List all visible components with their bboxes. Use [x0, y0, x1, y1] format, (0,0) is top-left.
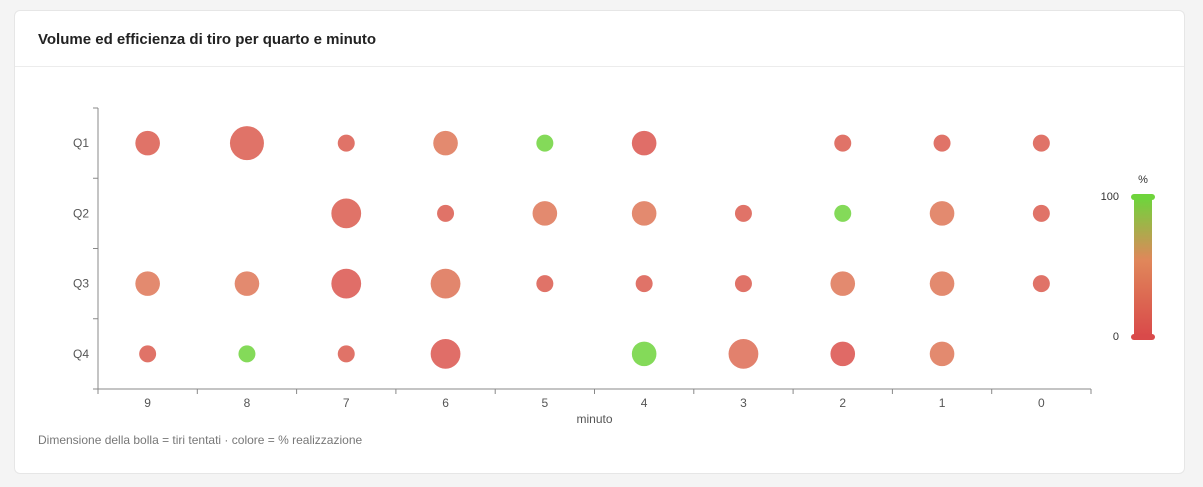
x-tick-label: 2: [839, 396, 846, 410]
bubble-q3-min-7[interactable]: [331, 268, 362, 299]
bubble-q3-min-0[interactable]: [1032, 275, 1050, 293]
legend-min-handle[interactable]: [1131, 334, 1155, 340]
bubble-q4-min-7[interactable]: [337, 345, 355, 363]
legend-min-label: 0: [1113, 331, 1119, 343]
bubble-q2-min-7[interactable]: [331, 198, 362, 229]
bubble-q3-min-3[interactable]: [734, 275, 752, 293]
bubble-q4-min-2[interactable]: [830, 341, 856, 367]
bubble-q4-min-9[interactable]: [139, 345, 157, 363]
card-title: Volume ed efficienza di tiro per quarto …: [38, 31, 377, 48]
chart-axes: Q1 Q2 Q3 Q4 9 8 7 6 5 4 3 2 1 0 minuto: [73, 107, 1092, 426]
legend-title: %: [1138, 174, 1148, 186]
bubble-q2-min-0[interactable]: [1032, 204, 1050, 222]
x-tick-label: 5: [542, 396, 549, 410]
chart-caption: Dimensione della bolla = tiri tentati · …: [38, 433, 363, 447]
bubble-q4-min-6[interactable]: [430, 338, 461, 369]
card-header: Volume ed efficienza di tiro per quarto …: [15, 11, 1184, 67]
bubble-q3-min-5[interactable]: [536, 275, 554, 293]
x-tick-label: 7: [343, 396, 350, 410]
bubble-q3-min-8[interactable]: [234, 271, 260, 296]
bubble-q3-min-9[interactable]: [135, 271, 160, 296]
bubble-q1-min-7[interactable]: [337, 134, 355, 152]
bubble-q2-min-6[interactable]: [437, 204, 455, 222]
bubble-q4-min-8[interactable]: [238, 345, 256, 363]
x-tick-label: 3: [740, 396, 747, 410]
bubble-q1-min-2[interactable]: [834, 134, 852, 152]
bubble-q3-min-2[interactable]: [830, 271, 856, 296]
chart-card: Volume ed efficienza di tiro per quarto …: [14, 10, 1185, 474]
bubble-q3-min-4[interactable]: [635, 275, 653, 293]
y-tick-label: Q4: [73, 347, 89, 361]
bubble-q1-min-9[interactable]: [135, 130, 160, 156]
legend-max-handle[interactable]: [1131, 194, 1155, 200]
bubble-q1-min-4[interactable]: [631, 130, 657, 156]
bubble-q2-min-5[interactable]: [532, 201, 558, 226]
bubble-q1-min-8[interactable]: [229, 126, 264, 161]
x-tick-label: 9: [144, 396, 151, 410]
x-tick-label: 8: [244, 396, 251, 410]
x-tick-label: 1: [939, 396, 946, 410]
y-tick-label: Q1: [73, 136, 89, 150]
bubble-layer: [135, 126, 1050, 369]
bubble-q2-min-2[interactable]: [834, 204, 852, 222]
bubble-q4-min-1[interactable]: [929, 341, 955, 367]
bubble-q2-min-3[interactable]: [734, 204, 752, 222]
bubble-q4-min-4[interactable]: [631, 341, 657, 367]
color-legend: % 100 0: [1101, 174, 1155, 343]
legend-max-label: 100: [1101, 191, 1119, 203]
y-tick-label: Q2: [73, 206, 89, 220]
x-axis-label: minuto: [576, 412, 612, 426]
bubble-q4-min-3[interactable]: [728, 338, 759, 369]
bubble-q1-min-0[interactable]: [1032, 134, 1050, 152]
y-tick-label: Q3: [73, 277, 89, 291]
bubble-q3-min-6[interactable]: [430, 268, 461, 299]
bubble-q2-min-4[interactable]: [631, 201, 657, 226]
x-tick-label: 0: [1038, 396, 1045, 410]
x-tick-label: 6: [442, 396, 449, 410]
bubble-q1-min-1[interactable]: [933, 134, 951, 152]
bubble-q3-min-1[interactable]: [929, 271, 955, 296]
legend-gradient-bar: [1134, 198, 1152, 336]
bubble-q1-min-6[interactable]: [433, 130, 458, 156]
x-tick-label: 4: [641, 396, 648, 410]
bubble-q2-min-1[interactable]: [929, 201, 955, 226]
bubble-q1-min-5[interactable]: [536, 134, 554, 152]
